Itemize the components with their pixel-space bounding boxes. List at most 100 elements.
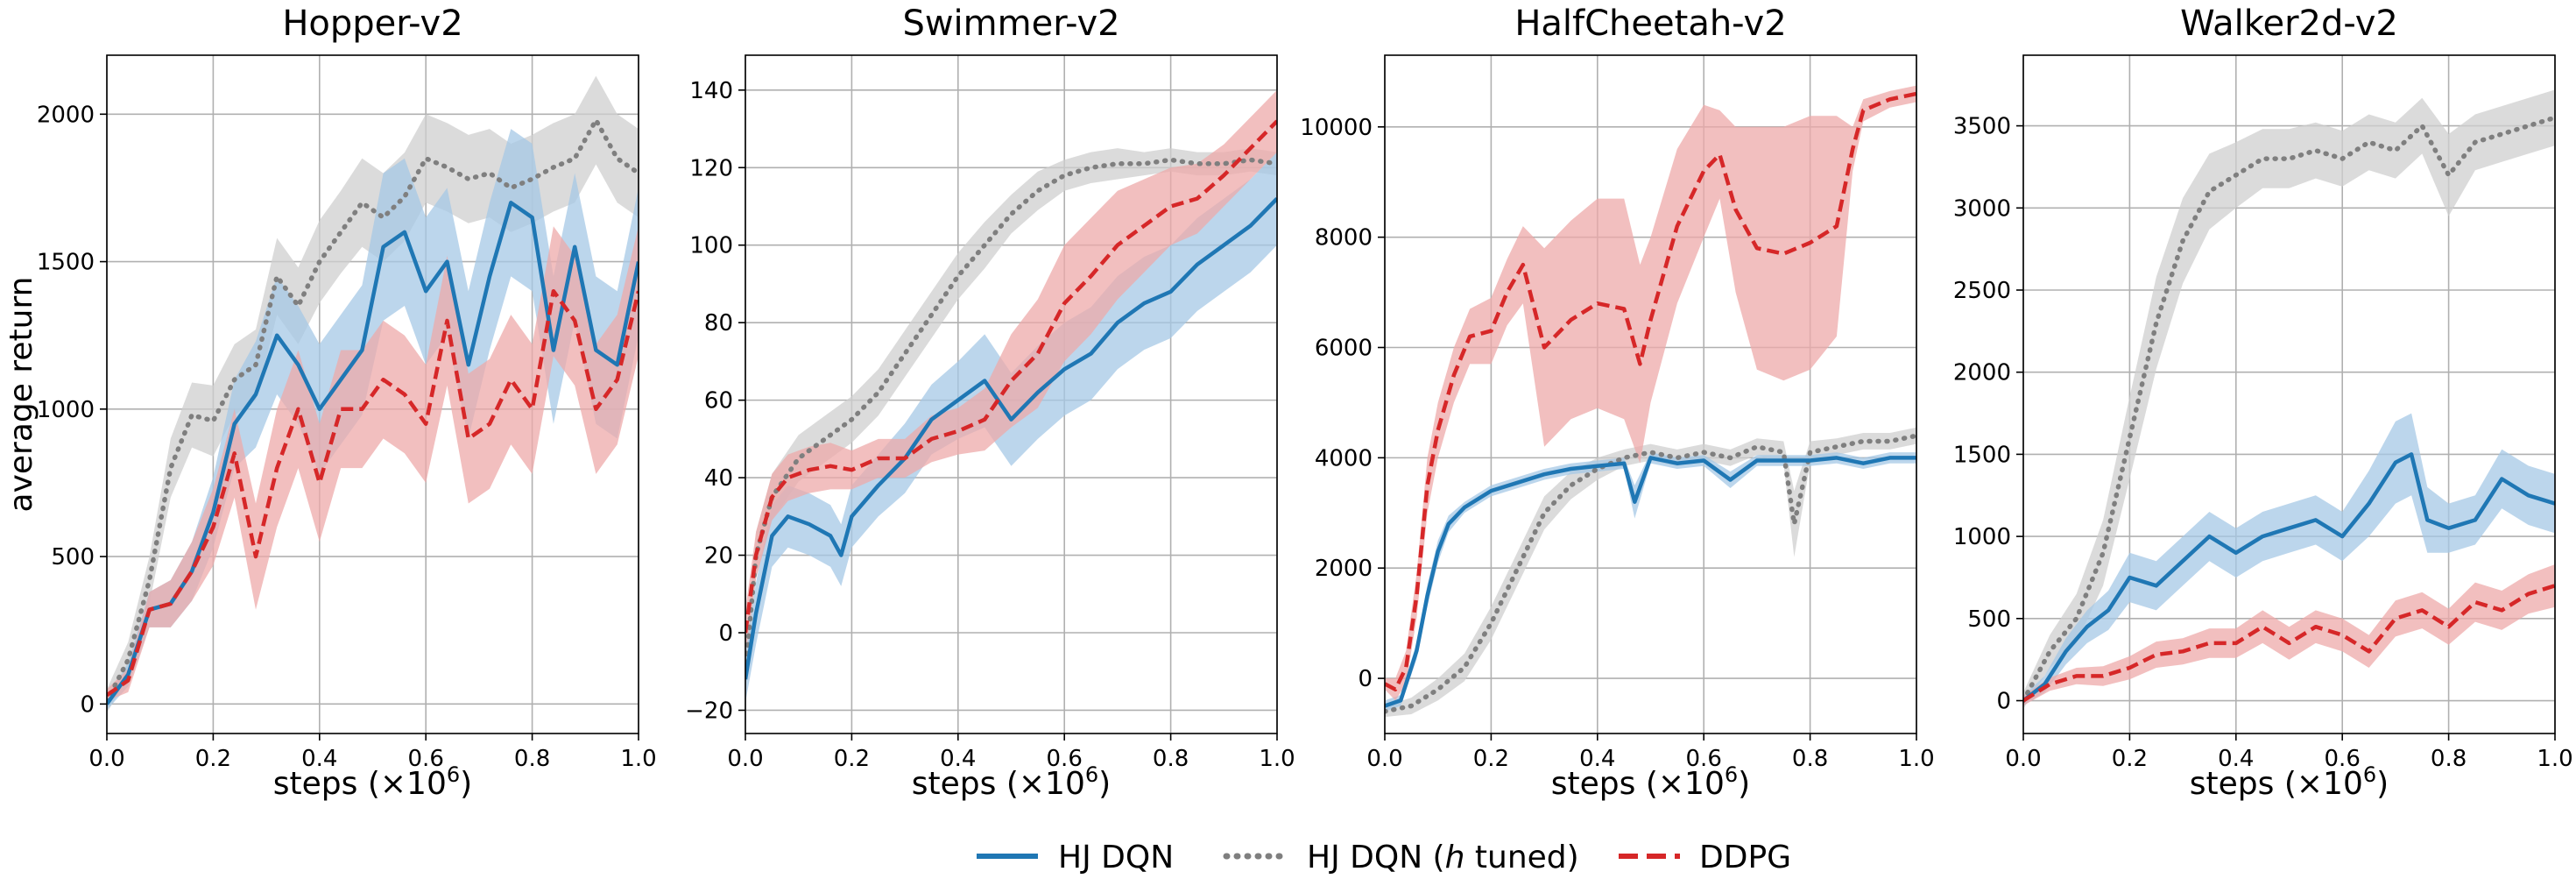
panel-halfcheetah-v2: 0.0 0.2 0.4 0.6 0.8 1.0 0 2000 4000 6000 8000 10000…	[1300, 4, 1934, 802]
band-ddpg-hopper-v2	[107, 226, 639, 701]
x-tick-label: 0.4	[2218, 746, 2254, 772]
x-axis-label-main: steps (×10	[273, 766, 447, 802]
panel-title: Hopper-v2	[282, 4, 462, 44]
x-axis-label-main: steps (×10	[912, 766, 1085, 802]
x-tick-label: 1.0	[620, 746, 656, 772]
axes-frame	[106, 54, 639, 734]
y-tick-label: 40	[704, 465, 733, 492]
panel-title: Walker2d-v2	[2180, 4, 2398, 44]
y-axis-label: average return	[4, 277, 39, 513]
x-tick-label: 0.4	[1579, 746, 1615, 772]
line-ddpg-hopper-v2	[107, 288, 639, 698]
band-hj-hopper-v2	[107, 129, 639, 711]
legend-label-italic: h	[1445, 840, 1465, 875]
y-tick-label: 1000	[1953, 524, 2011, 550]
x-tick-label: 0.6	[2325, 746, 2361, 772]
x-axis-label-close: )	[460, 766, 472, 802]
line-tuned-halfcheetah-v2	[1385, 433, 1916, 714]
line-hj-walker2d-v2	[2023, 452, 2555, 703]
band-ddpg-halfcheetah-v2	[1385, 85, 1916, 701]
x-tick-label: 0.6	[408, 746, 444, 772]
x-tick-label: 0.0	[2005, 746, 2041, 772]
x-tick-label: 0.8	[2431, 746, 2467, 772]
line-ddpg-swimmer-v2	[745, 119, 1277, 634]
axes-frame	[1384, 54, 1917, 734]
line-hj-swimmer-v2	[745, 197, 1277, 680]
x-axis-label-exponent: 6	[447, 762, 460, 787]
y-tick-label: 120	[689, 155, 733, 181]
x-tick-label: 0.8	[514, 746, 550, 772]
panel-hopper-v2: 0.0 0.2 0.4 0.6 0.8 1.0 0 500 1000 1500 2000 Hopper…	[4, 4, 657, 802]
x-axis-label-main: steps (×10	[1551, 766, 1725, 802]
x-tick-label: 0.2	[195, 746, 231, 772]
line-tuned-hopper-v2	[107, 117, 639, 704]
axes-frame	[2022, 54, 2556, 734]
y-tick-label: 4000	[1315, 445, 1373, 471]
x-axis-label-close: )	[1738, 766, 1750, 802]
x-axis-label-main: steps (×10	[2190, 766, 2363, 802]
x-axis-label-exponent: 6	[1085, 762, 1098, 787]
panel-title: HalfCheetah-v2	[1514, 4, 1786, 44]
legend-label-ddpg: DDPG	[1699, 840, 1791, 875]
legend-label-prefix: HJ DQN (	[1307, 840, 1445, 875]
x-tick-label: 0.2	[2112, 746, 2148, 772]
x-tick-label: 0.8	[1792, 746, 1828, 772]
y-tick-label: 0	[1996, 689, 2011, 715]
y-tick-label: 0	[80, 691, 95, 718]
x-tick-label: 0.4	[940, 746, 976, 772]
x-tick-label: 0.4	[301, 746, 337, 772]
panel-walker2d-v2: 0.0 0.2 0.4 0.6 0.8 1.0 0 500 1000 1500 2000 2500 30…	[1953, 4, 2573, 802]
x-axis-label: steps (×106)	[273, 762, 472, 802]
x-tick-label: 1.0	[1259, 746, 1295, 772]
y-tick-label: 2000	[1953, 360, 2011, 386]
y-tick-label: 6000	[1315, 336, 1373, 362]
legend-label-hj-dqn-h-tuned: HJ DQN (h tuned)	[1307, 840, 1579, 875]
panels-group: 0.0 0.2 0.4 0.6 0.8 1.00500100015002000Hopper…	[4, 4, 2573, 802]
x-tick-label: 0.8	[1153, 746, 1189, 772]
band-tuned-halfcheetah-v2	[1385, 427, 1916, 718]
legend-label-hj-dqn: HJ DQN	[1058, 840, 1174, 875]
line-ddpg-walker2d-v2	[2023, 584, 2555, 703]
panel-swimmer-v2: 0.0 0.2 0.4 0.6 0.8 1.0 −20 0 20 40 60 80 100 120 140 S…	[685, 4, 1295, 802]
x-axis-label: steps (×106)	[1551, 762, 1750, 802]
x-axis-label-exponent: 6	[2363, 762, 2376, 787]
y-tick-label: 80	[704, 310, 733, 337]
x-tick-label: 0.0	[88, 746, 124, 772]
y-tick-label: 0	[718, 620, 733, 647]
band-tuned-walker2d-v2	[2023, 89, 2555, 709]
x-tick-label: 0.0	[727, 746, 763, 772]
y-tick-label: 2500	[1953, 278, 2011, 304]
line-ddpg-halfcheetah-v2	[1385, 91, 1916, 691]
x-tick-label: 0.2	[1473, 746, 1509, 772]
y-tick-label: 100	[689, 233, 733, 259]
plot-area	[1385, 85, 1916, 718]
line-tuned-swimmer-v2	[745, 157, 1277, 674]
legend: HJ DQN HJ DQN (h tuned) DDPG	[977, 840, 1791, 875]
x-tick-label: 0.2	[834, 746, 870, 772]
y-tick-label: 2000	[37, 102, 95, 128]
x-axis-label-close: )	[2376, 766, 2389, 802]
y-tick-label: 3000	[1953, 195, 2011, 222]
y-tick-label: 140	[689, 78, 733, 104]
band-ddpg-swimmer-v2	[745, 89, 1277, 656]
panel-title: Swimmer-v2	[902, 4, 1119, 44]
y-tick-label: 8000	[1315, 225, 1373, 252]
y-tick-label: 500	[1967, 606, 2011, 633]
x-axis-label-exponent: 6	[1725, 762, 1738, 787]
axes-frame	[745, 54, 1278, 734]
plot-area	[2023, 89, 2555, 709]
x-axis-label: steps (×106)	[2190, 762, 2389, 802]
y-tick-label: 20	[704, 543, 733, 570]
x-tick-label: 0.0	[1366, 746, 1402, 772]
plot-area	[745, 89, 1277, 703]
legend-label-suffix: tuned)	[1464, 840, 1578, 875]
plot-area	[107, 75, 639, 713]
x-axis-label: steps (×106)	[912, 762, 1111, 802]
x-axis-label-close: )	[1098, 766, 1111, 802]
x-tick-label: 0.6	[1686, 746, 1722, 772]
line-tuned-walker2d-v2	[2023, 115, 2555, 704]
x-tick-label: 1.0	[2537, 746, 2572, 772]
y-tick-label: 500	[51, 544, 95, 571]
x-tick-label: 0.6	[1047, 746, 1083, 772]
